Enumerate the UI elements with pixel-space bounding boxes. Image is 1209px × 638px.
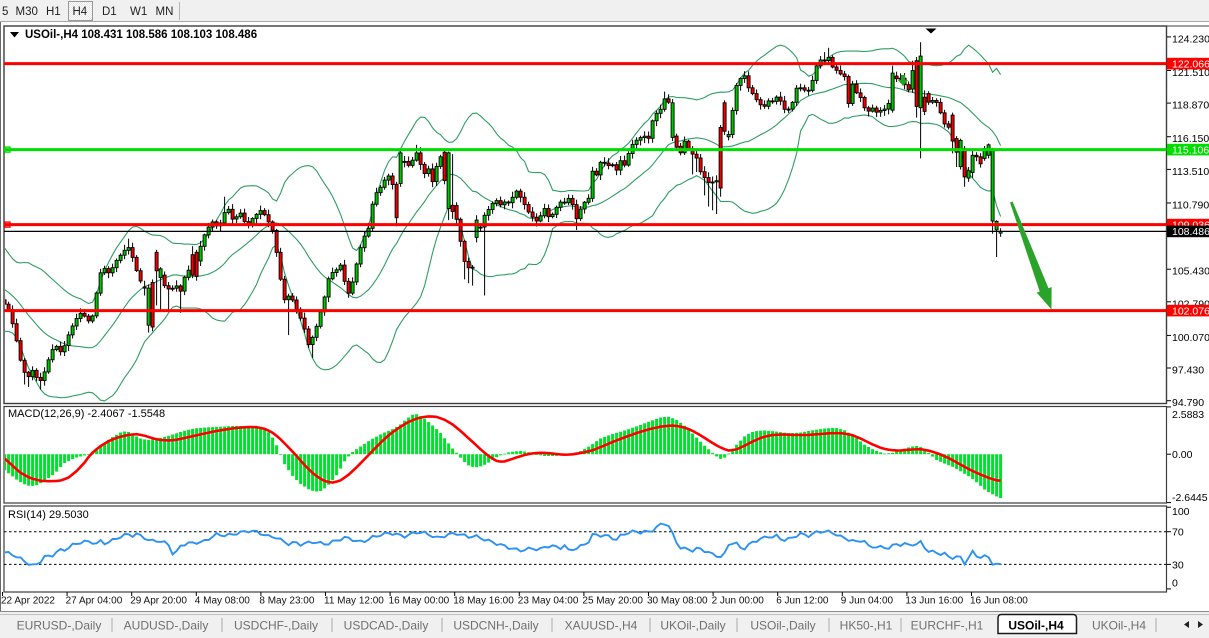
svg-text:6 Jun 12:00: 6 Jun 12:00: [776, 596, 829, 607]
svg-text:MN: MN: [156, 6, 174, 18]
svg-text:122.066: 122.066: [1172, 58, 1209, 70]
svg-text:5: 5: [2, 6, 8, 18]
svg-text:UKOil-,Daily: UKOil-,Daily: [660, 619, 725, 633]
svg-text:13 Jun 16:00: 13 Jun 16:00: [905, 596, 963, 607]
svg-text:18 May 16:00: 18 May 16:00: [453, 596, 514, 607]
svg-text:XAUUSD-,H4: XAUUSD-,H4: [565, 619, 638, 633]
svg-text:27 Apr 04:00: 27 Apr 04:00: [66, 596, 123, 607]
svg-text:9 Jun 04:00: 9 Jun 04:00: [841, 596, 894, 607]
svg-text:UKOil-,H4: UKOil-,H4: [1092, 619, 1146, 633]
svg-text:2 Jun 00:00: 2 Jun 00:00: [712, 596, 765, 607]
svg-text:16 May 00:00: 16 May 00:00: [389, 596, 450, 607]
svg-text:M30: M30: [16, 6, 38, 18]
svg-text:124.230: 124.230: [1172, 33, 1209, 45]
svg-text:105.430: 105.430: [1172, 266, 1209, 278]
svg-text:94.790: 94.790: [1172, 397, 1204, 409]
svg-text:110.790: 110.790: [1172, 200, 1209, 212]
svg-text:0: 0: [1172, 578, 1178, 590]
svg-text:USOil-,H4 108.431 108.586 108: USOil-,H4 108.431 108.586 108.103 108.48…: [25, 29, 257, 41]
svg-text:AUDUSD-,Daily: AUDUSD-,Daily: [124, 619, 209, 633]
svg-text:29 Apr 20:00: 29 Apr 20:00: [130, 596, 187, 607]
svg-text:EURCHF-,H1: EURCHF-,H1: [911, 619, 984, 633]
svg-text:HK50-,H1: HK50-,H1: [840, 619, 893, 633]
svg-text:4 May 08:00: 4 May 08:00: [195, 596, 250, 607]
svg-text:USDCHF-,Daily: USDCHF-,Daily: [234, 619, 318, 633]
svg-text:H4: H4: [73, 6, 88, 18]
svg-text:H1: H1: [46, 6, 61, 18]
svg-text:8 May 23:00: 8 May 23:00: [259, 596, 314, 607]
svg-text:30 May 08:00: 30 May 08:00: [647, 596, 708, 607]
svg-text:USDCAD-,Daily: USDCAD-,Daily: [344, 619, 429, 633]
svg-text:113.510: 113.510: [1172, 166, 1209, 178]
svg-text:102.076: 102.076: [1172, 305, 1209, 317]
svg-text:118.870: 118.870: [1172, 100, 1209, 112]
svg-text:USOil-,Daily: USOil-,Daily: [750, 619, 815, 633]
svg-text:22 Apr 2022: 22 Apr 2022: [1, 596, 55, 607]
svg-text:USOil-,H4: USOil-,H4: [1008, 619, 1064, 633]
svg-text:108.486: 108.486: [1172, 226, 1209, 238]
svg-text:MACD(12,26,9) -2.4067 -1.5548: MACD(12,26,9) -2.4067 -1.5548: [8, 408, 165, 420]
svg-text:EURUSD-,Daily: EURUSD-,Daily: [17, 619, 102, 633]
svg-text:2.5883: 2.5883: [1172, 409, 1204, 421]
svg-text:100: 100: [1172, 506, 1190, 518]
svg-text:115.106: 115.106: [1172, 144, 1209, 156]
svg-text:USDCNH-,Daily: USDCNH-,Daily: [453, 619, 538, 633]
svg-text:25 May 20:00: 25 May 20:00: [582, 596, 643, 607]
svg-text:RSI(14) 29.5030: RSI(14) 29.5030: [8, 509, 89, 521]
svg-text:30: 30: [1172, 559, 1184, 571]
svg-text:W1: W1: [130, 6, 147, 18]
svg-text:D1: D1: [102, 6, 117, 18]
svg-text:121.510: 121.510: [1172, 67, 1209, 79]
svg-text:-2.6445: -2.6445: [1172, 492, 1208, 504]
svg-text:70: 70: [1172, 527, 1184, 539]
svg-text:16 Jun 08:00: 16 Jun 08:00: [970, 596, 1028, 607]
svg-text:11 May 12:00: 11 May 12:00: [324, 596, 384, 607]
svg-text:100.070: 100.070: [1172, 332, 1209, 344]
svg-text:116.150: 116.150: [1172, 133, 1209, 145]
svg-text:0.00: 0.00: [1172, 449, 1193, 461]
svg-text:97.430: 97.430: [1172, 365, 1204, 377]
svg-text:23 May 04:00: 23 May 04:00: [518, 596, 579, 607]
